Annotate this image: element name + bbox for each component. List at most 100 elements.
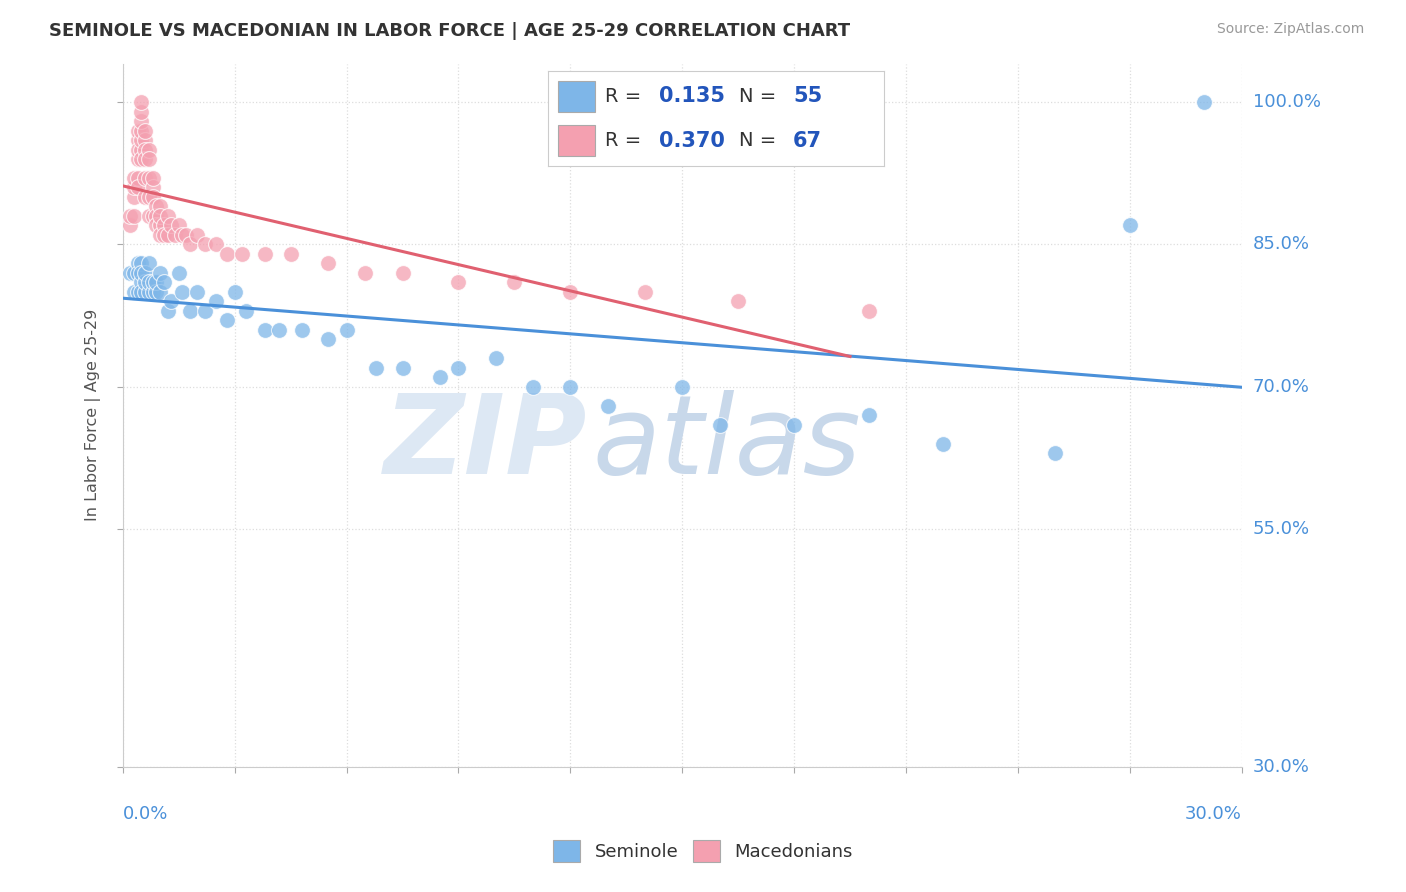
Point <box>142 209 165 223</box>
Point <box>142 285 165 299</box>
Point <box>138 209 160 223</box>
Point <box>122 180 145 194</box>
Point <box>134 266 156 280</box>
Point <box>932 437 955 451</box>
Point <box>131 114 153 128</box>
Point <box>145 209 167 223</box>
Point <box>503 276 526 290</box>
Point <box>205 294 228 309</box>
Point <box>138 256 160 270</box>
Point <box>122 171 145 186</box>
Point <box>253 247 276 261</box>
Point <box>134 276 156 290</box>
Point <box>391 360 413 375</box>
Point <box>138 190 160 204</box>
Point <box>149 219 172 233</box>
Point <box>131 152 153 166</box>
Point <box>122 285 145 299</box>
Point <box>858 304 880 318</box>
Point <box>145 276 167 290</box>
Point <box>224 285 246 299</box>
Point <box>1194 95 1216 109</box>
Point <box>179 304 201 318</box>
Point <box>354 266 377 280</box>
Text: 30.0%: 30.0% <box>1185 805 1241 823</box>
Point <box>127 285 149 299</box>
Point <box>280 247 302 261</box>
Text: 0.0%: 0.0% <box>122 805 169 823</box>
Text: 55.0%: 55.0% <box>1253 520 1310 538</box>
Point <box>127 123 149 137</box>
Text: 70.0%: 70.0% <box>1253 378 1309 396</box>
Point <box>172 285 194 299</box>
Point <box>145 285 167 299</box>
Point <box>142 276 165 290</box>
Point <box>131 285 153 299</box>
Point <box>131 104 153 119</box>
Text: 85.0%: 85.0% <box>1253 235 1310 253</box>
Point <box>122 190 145 204</box>
Point <box>366 360 388 375</box>
Point <box>727 294 749 309</box>
Point <box>522 380 544 394</box>
Point <box>858 409 880 423</box>
Point <box>134 190 156 204</box>
Point <box>145 219 167 233</box>
Point <box>134 285 156 299</box>
Point <box>142 190 165 204</box>
Point <box>142 180 165 194</box>
Point <box>122 209 145 223</box>
Point <box>291 323 314 337</box>
Point <box>138 276 160 290</box>
Point <box>127 143 149 157</box>
Point <box>134 152 156 166</box>
Point <box>167 266 190 280</box>
Point <box>269 323 291 337</box>
Point <box>122 266 145 280</box>
Point <box>156 227 179 242</box>
Point <box>127 152 149 166</box>
Point <box>153 219 176 233</box>
Text: atlas: atlas <box>593 390 862 497</box>
Point <box>235 304 257 318</box>
Point <box>131 143 153 157</box>
Point <box>596 399 619 413</box>
Point <box>120 219 142 233</box>
Point <box>145 199 167 213</box>
Point <box>217 247 239 261</box>
Point <box>131 256 153 270</box>
Point <box>127 133 149 147</box>
Point <box>134 143 156 157</box>
Text: Source: ZipAtlas.com: Source: ZipAtlas.com <box>1216 22 1364 37</box>
Point <box>127 180 149 194</box>
Point <box>138 143 160 157</box>
Point <box>160 294 183 309</box>
Point <box>316 256 339 270</box>
Point <box>172 227 194 242</box>
Point <box>131 133 153 147</box>
Point <box>153 276 176 290</box>
Point <box>231 247 253 261</box>
Point <box>134 133 156 147</box>
Point <box>186 227 208 242</box>
Point <box>186 285 208 299</box>
Text: SEMINOLE VS MACEDONIAN IN LABOR FORCE | AGE 25-29 CORRELATION CHART: SEMINOLE VS MACEDONIAN IN LABOR FORCE | … <box>49 22 851 40</box>
Point <box>1043 446 1066 460</box>
Point <box>783 417 806 432</box>
Point <box>316 332 339 346</box>
Point <box>634 285 657 299</box>
Point <box>120 209 142 223</box>
Point <box>391 266 413 280</box>
Point <box>560 285 582 299</box>
Point <box>160 219 183 233</box>
Point <box>447 360 470 375</box>
Point <box>671 380 693 394</box>
Point <box>1118 219 1140 233</box>
Point <box>134 123 156 137</box>
Text: ZIP: ZIP <box>384 390 588 497</box>
Point <box>156 209 179 223</box>
Point <box>174 227 197 242</box>
Point <box>560 380 582 394</box>
Point <box>138 171 160 186</box>
Point <box>156 304 179 318</box>
